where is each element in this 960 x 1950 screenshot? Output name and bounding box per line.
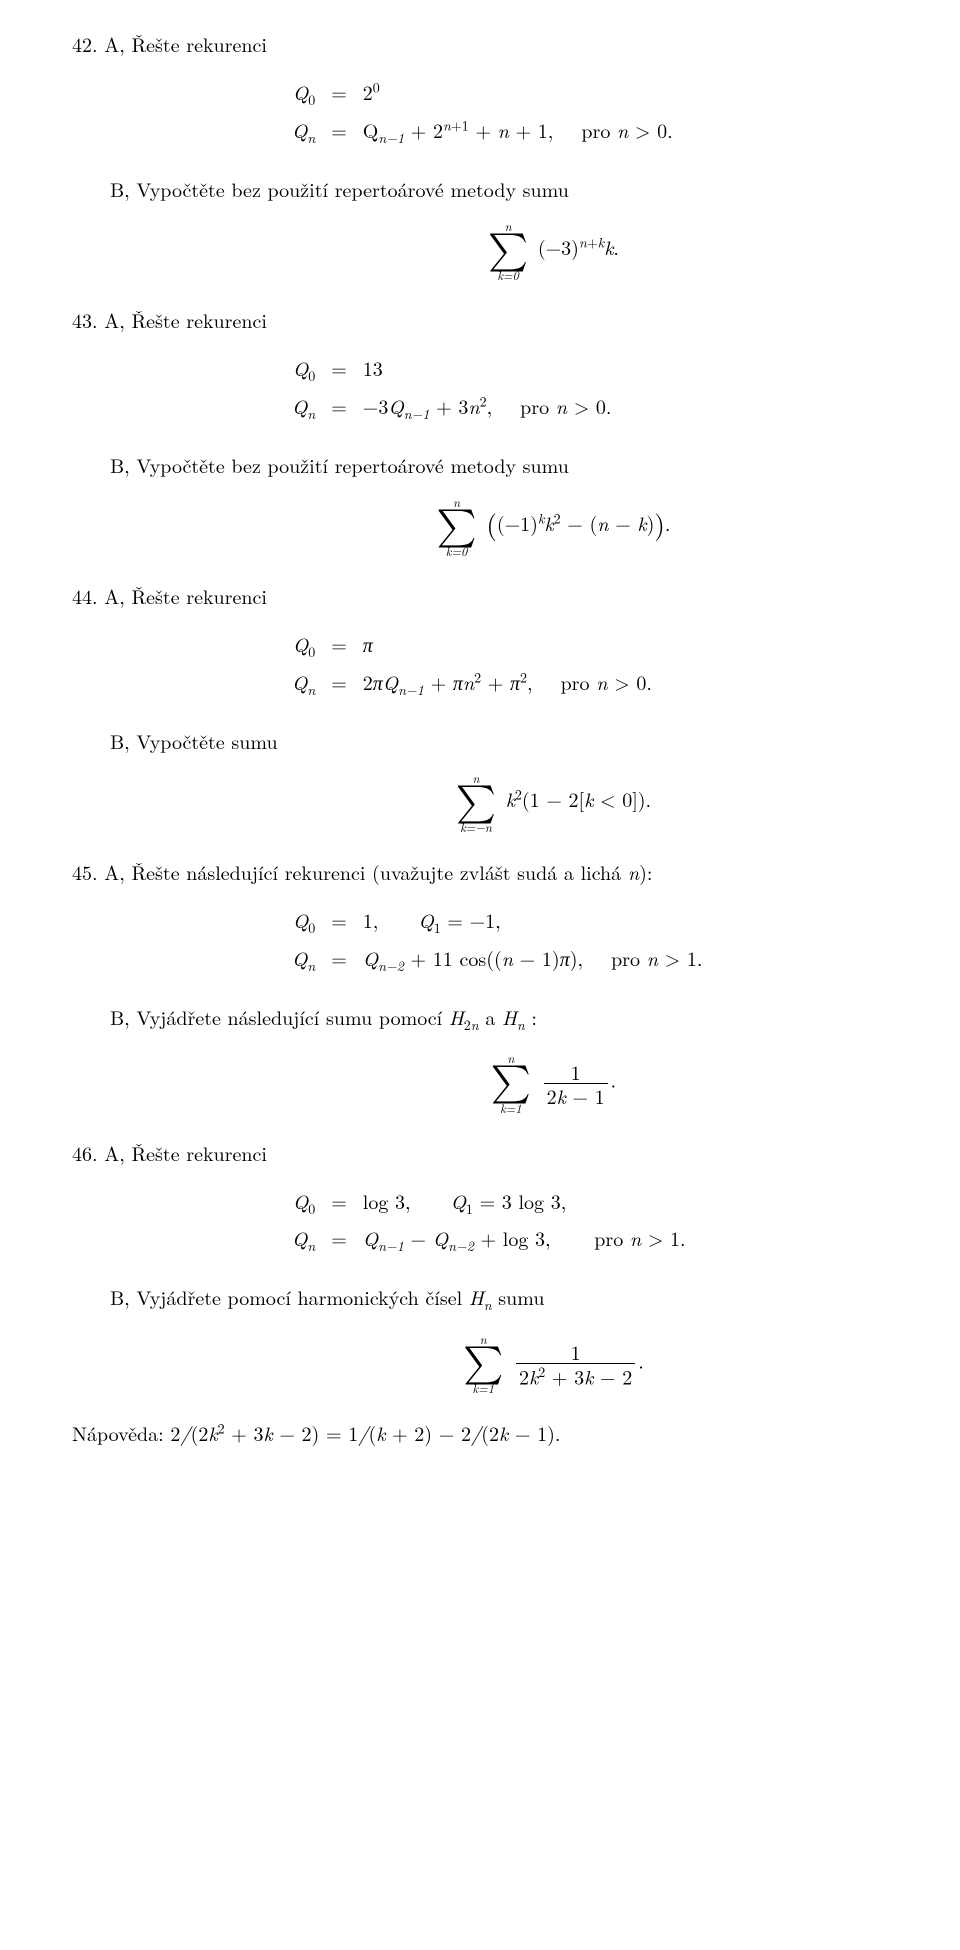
math-eq: =: [323, 351, 355, 389]
math-cond: pro n > 0.: [533, 665, 652, 703]
math-rhs: Qn−1 − Qn−2 + log 3,: [355, 1221, 566, 1259]
sum-lower: k=0: [488, 269, 528, 282]
problem-42-recurrence: Q0 = 20 Qn = Qn−1 + 2n+1 + n + 1, pro n …: [72, 75, 960, 151]
sigma-sum: n ∑ k=0: [437, 496, 477, 558]
problem-44-recurrence: Q0 = π Qn = 2πQn−1 + πn2 + π2, pro n > 0…: [72, 627, 960, 703]
problem-43-sum: n ∑ k=0 ((−1)kk2 − (n − k)).: [72, 496, 960, 558]
math-sym: Q: [292, 943, 307, 972]
problem-43: 43. A, Řešte rekurenci Q0 = 13 Qn = −3Qn…: [72, 306, 960, 558]
math-eq: =: [323, 941, 355, 979]
math-sym: Q: [293, 905, 308, 934]
math-sym: Q: [292, 391, 307, 420]
math-sym: Q: [293, 629, 308, 658]
math-rhs: log 3, Q1 = 3 log 3,: [355, 1184, 566, 1222]
problem-45-recurrence: Q0 = 1, Q1 = −1, Qn = Qn−2 + 11 cos((n −…: [72, 903, 960, 979]
problem-44-sum: n ∑ k=−n k2(1 − 2[k < 0]).: [72, 772, 960, 834]
frac-den: 2k2 + 3k − 2: [516, 1363, 635, 1387]
sum-lower: k=1: [491, 1102, 531, 1115]
frac-num: 1: [516, 1341, 635, 1363]
math-eq: =: [323, 113, 355, 151]
problem-42-sum: n ∑ k=0 (−3)n+kk.: [72, 220, 960, 282]
math-eq: =: [323, 903, 355, 941]
math-rhs: 13: [355, 351, 492, 389]
sum-lower: k=−n: [456, 821, 496, 834]
math-sym: Q: [292, 1223, 307, 1252]
math-sub: 0: [308, 918, 315, 938]
sigma-sum: n ∑ k=−n: [456, 772, 496, 834]
math-sup: 0: [373, 77, 380, 97]
math-rhs: 2πQn−1 + πn2 + π2,: [355, 665, 533, 703]
sum-body: (−3)n+kk.: [538, 232, 619, 261]
problem-44-b-text: B, Vypočtěte sumu: [110, 727, 960, 754]
math-cond: pro n > 1.: [566, 1221, 685, 1259]
problem-45-sum: n ∑ k=1 1 2k − 1 .: [72, 1052, 960, 1114]
math-sym: Q: [293, 1186, 308, 1215]
math-rhs: Qn−2 + 11 cos((n − 1)π),: [355, 941, 583, 979]
math-sub: n: [307, 128, 315, 148]
sigma-sum: n ∑ k=1: [463, 1333, 503, 1395]
problem-46-label: 46. A, Řešte rekurenci: [72, 1139, 960, 1166]
sum-lower: k=1: [463, 1382, 503, 1395]
math-sym: n: [628, 857, 639, 886]
problem-46-hint: Nápověda: 2/(2k2 + 3k − 2) = 1/(k + 2) −…: [72, 1419, 960, 1446]
fraction: 1 2k2 + 3k − 2: [516, 1341, 635, 1387]
fraction: 1 2k − 1: [544, 1061, 608, 1106]
math-cond: pro n > 0.: [553, 113, 672, 151]
math-sub: 0: [308, 642, 315, 662]
problem-45-label: 45. A, Řešte následující rekurenci (uvaž…: [72, 858, 960, 885]
math-cond: pro n > 0.: [492, 389, 611, 427]
math-rhs: 2: [363, 77, 373, 106]
math-sub: n: [307, 404, 315, 424]
problem-43-label: 43. A, Řešte rekurenci: [72, 306, 960, 333]
sum-lower: k=0: [437, 545, 477, 558]
math-rhs: 1, Q1 = −1,: [355, 903, 583, 941]
frac-num: 1: [544, 1061, 608, 1083]
math-eq: =: [323, 1221, 355, 1259]
sigma-sum: n ∑ k=0: [488, 220, 528, 282]
sum-upper: n: [437, 496, 477, 509]
frac-den: 2k − 1: [544, 1083, 608, 1106]
problem-44-label: 44. A, Řešte rekurenci: [72, 582, 960, 609]
problem-46: 46. A, Řešte rekurenci Q0 = log 3, Q1 = …: [72, 1139, 960, 1447]
math-sub: n: [307, 1236, 315, 1256]
math-sym: Q: [293, 77, 308, 106]
problem-44: 44. A, Řešte rekurenci Q0 = π Qn = 2πQn−…: [72, 582, 960, 834]
math-sym: Q: [292, 115, 307, 144]
math-eq: =: [323, 665, 355, 703]
math-sub: 0: [308, 366, 315, 386]
math-eq: =: [323, 75, 355, 113]
math-sub: 0: [308, 90, 315, 110]
problem-42-b-text: B, Vypočtěte bez použití repertoárové me…: [110, 175, 960, 202]
sum-upper: n: [488, 220, 528, 233]
sum-body: ((−1)kk2 − (n − k)).: [486, 508, 670, 537]
problem-46-recurrence: Q0 = log 3, Q1 = 3 log 3, Qn = Qn−1 − Qn…: [72, 1184, 960, 1260]
math-sym: Q: [292, 667, 307, 696]
math-sub: n: [307, 680, 315, 700]
problem-42: 42. A, Řešte rekurenci Q0 = 20 Qn = Qn−1…: [72, 30, 960, 282]
problem-43-b-text: B, Vypočtěte bez použití repertoárové me…: [110, 451, 960, 478]
math-rhs: −3Qn−1 + 3n2,: [355, 389, 492, 427]
math-rhs: π: [363, 629, 373, 658]
problem-46-b-text: B, Vyjádřete pomocí harmonických čísel H…: [110, 1283, 960, 1315]
math-eq: =: [323, 627, 355, 665]
problem-45: 45. A, Řešte následující rekurenci (uvaž…: [72, 858, 960, 1115]
math-cond: pro n > 1.: [583, 941, 702, 979]
sum-tail: .: [611, 1065, 617, 1094]
problem-43-recurrence: Q0 = 13 Qn = −3Qn−1 + 3n2, pro n > 0.: [72, 351, 960, 427]
math-sym: Q: [293, 353, 308, 382]
sum-tail: .: [638, 1346, 644, 1375]
problem-45-b-text: B, Vyjádřete následující sumu pomocí H2n…: [110, 1003, 960, 1035]
sum-upper: n: [456, 772, 496, 785]
math-eq: =: [323, 1184, 355, 1222]
math-rhs: Qn−1 + 2n+1 + n + 1,: [355, 113, 554, 151]
sigma-sum: n ∑ k=1: [491, 1052, 531, 1114]
math-sub: 0: [308, 1199, 315, 1219]
problem-46-sum: n ∑ k=1 1 2k2 + 3k − 2 .: [72, 1333, 960, 1395]
math-eq: =: [323, 389, 355, 427]
problem-42-label: 42. A, Řešte rekurenci: [72, 30, 960, 57]
math-sub: n: [307, 956, 315, 976]
sum-body: k2(1 − 2[k < 0]).: [506, 784, 651, 813]
